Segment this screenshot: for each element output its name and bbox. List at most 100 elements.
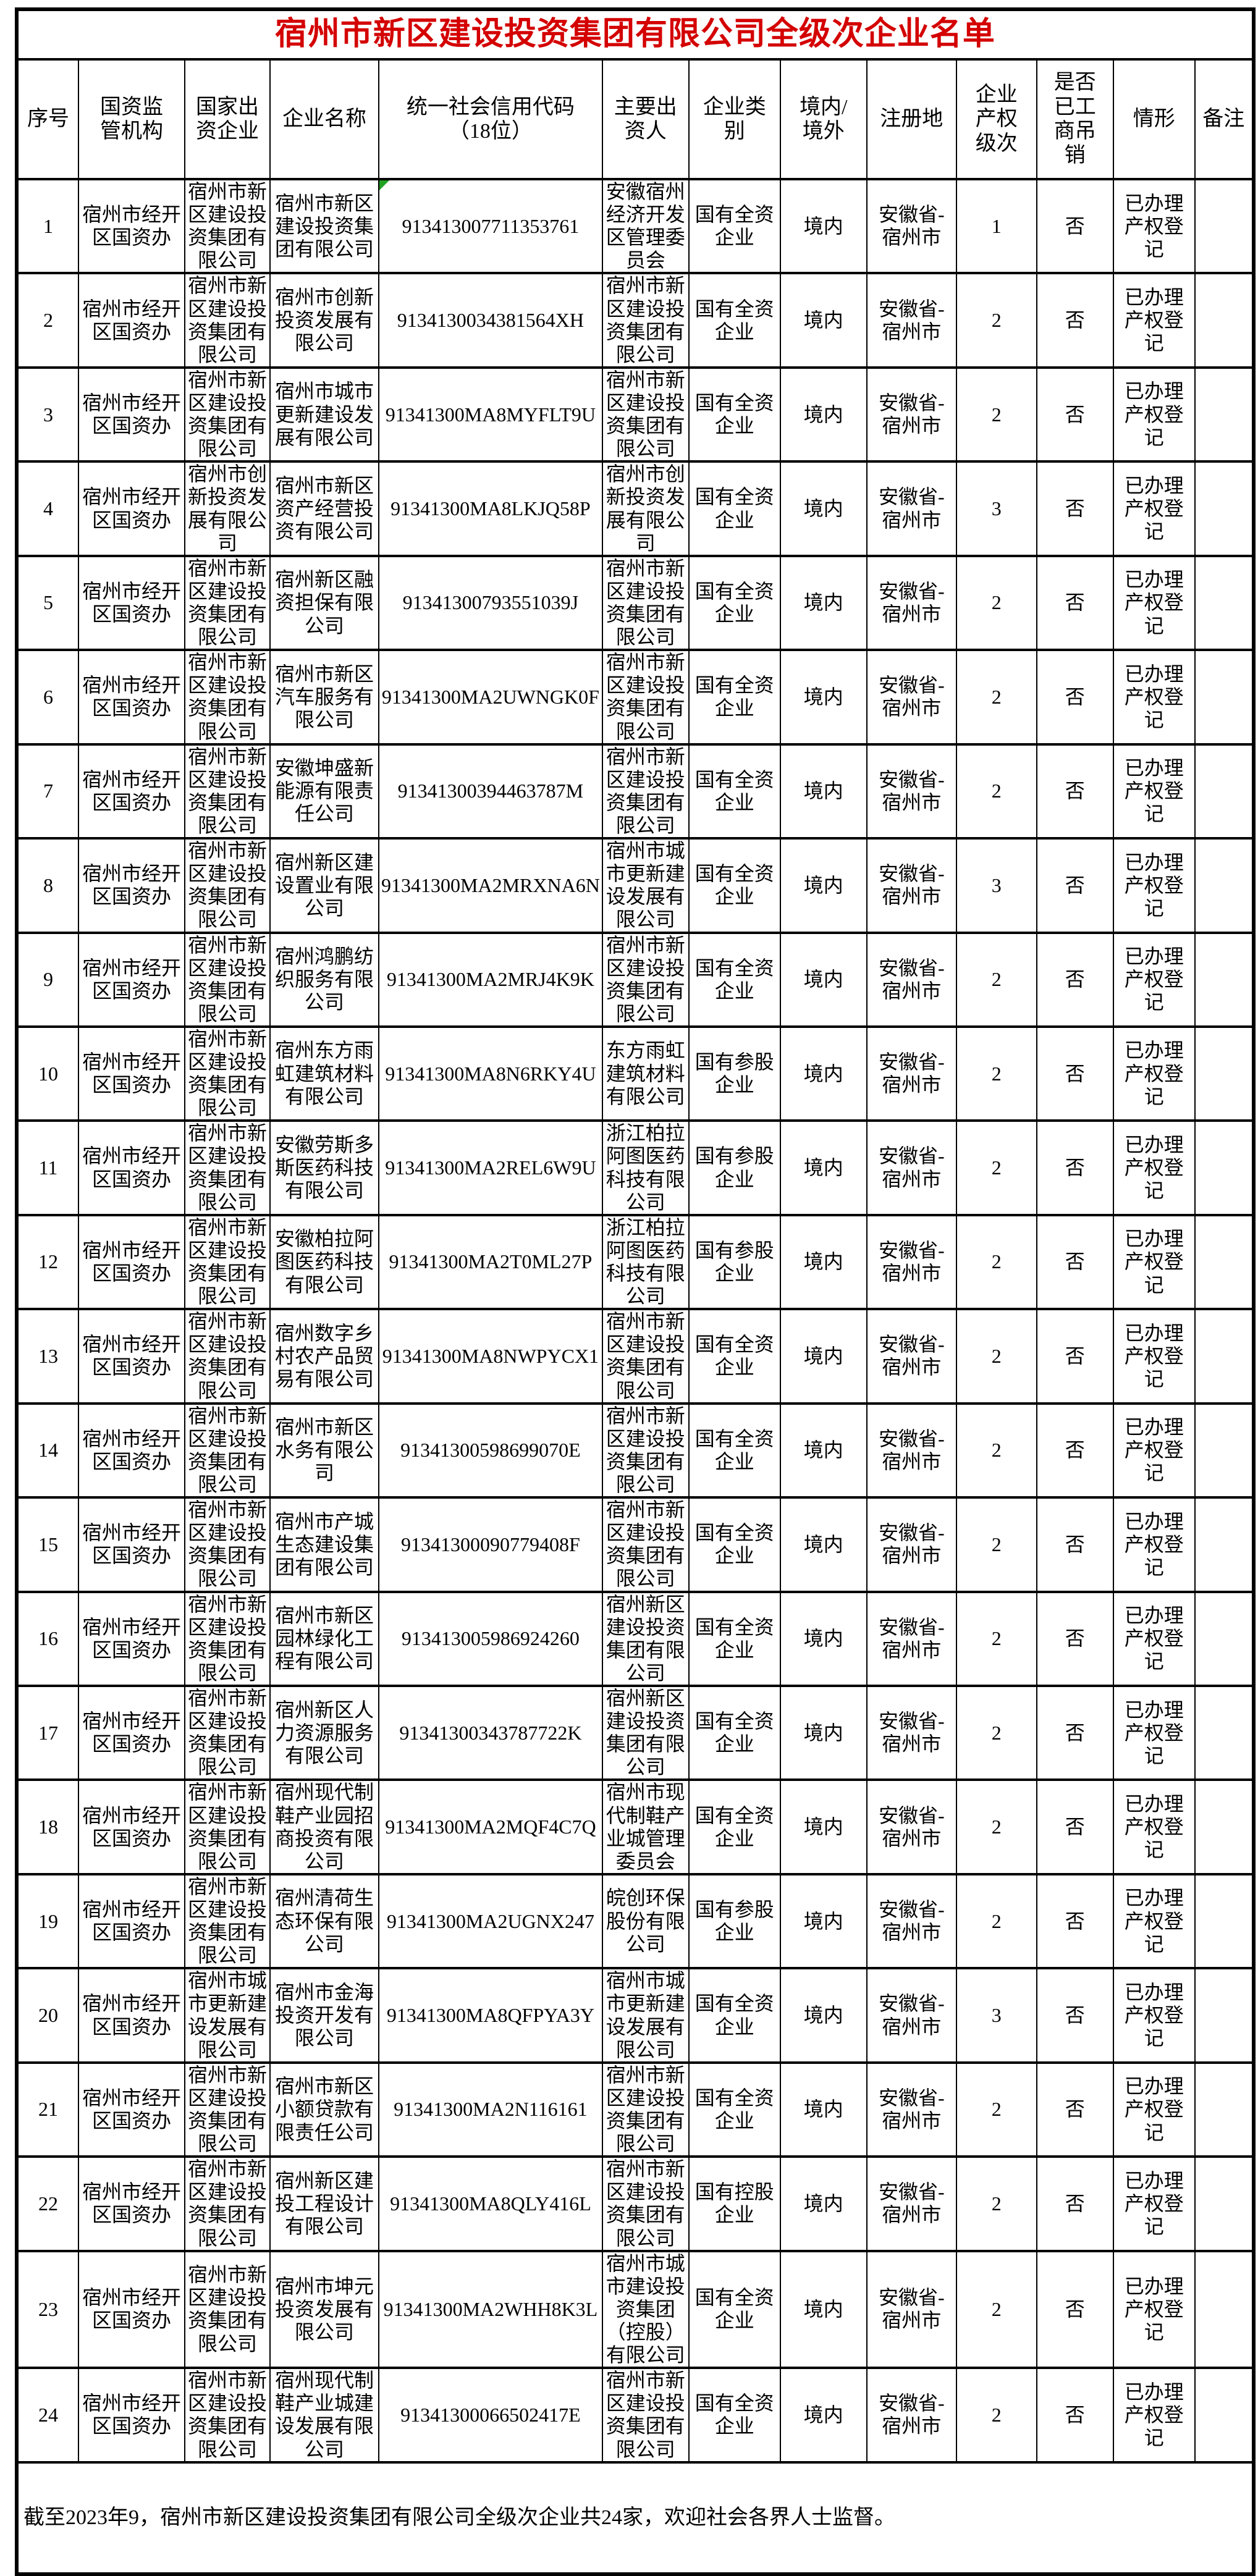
table-row: 16 宿州市经开区国资办 宿州市新区建设投资集团有限公司 宿州市新区园林绿化工程有限公… xyxy=(16,1590,1254,1688)
cell-territory: 境内 xyxy=(779,1967,868,2064)
cell-category: 国有全资企业 xyxy=(688,177,781,275)
cell-territory: 境内 xyxy=(779,272,868,369)
cell-credit_code: 91341300793551039J xyxy=(378,554,603,652)
column-header-category: 企业类 别 xyxy=(688,58,781,180)
cell-category: 国有参股企业 xyxy=(688,1025,781,1122)
cell-status: 已办理产权登记 xyxy=(1112,649,1196,746)
cell-state_funded_enterprise: 宿州市城市更新建设发展有限公司 xyxy=(184,1967,271,2064)
column-header-revoked: 是否 已工 商吊 销 xyxy=(1036,58,1114,180)
cell-main_investor: 宿州市新区建设投资集团有限公司 xyxy=(601,931,690,1028)
table-row: 3 宿州市经开区国资办 宿州市新区建设投资集团有限公司 宿州市城市更新建设发展有限公司… xyxy=(16,366,1254,463)
cell-territory: 境内 xyxy=(779,2155,868,2252)
cell-enterprise_name: 宿州市新区汽车服务有限公司 xyxy=(269,649,379,746)
cell-seq: 17 xyxy=(16,1684,79,1782)
cell-remarks xyxy=(1194,2155,1254,2252)
cell-equity_level: 2 xyxy=(955,743,1037,840)
column-header-registration_place: 注册地 xyxy=(866,58,957,180)
cell-credit_code: 91341300343787722K xyxy=(378,1684,603,1782)
cell-credit_code: 91341300394463787M xyxy=(378,743,603,840)
cell-main_investor: 宿州市新区建设投资集团有限公司 xyxy=(601,1308,690,1405)
column-header-status: 情形 xyxy=(1112,58,1196,180)
cell-equity_level: 2 xyxy=(955,931,1037,1028)
cell-remarks xyxy=(1194,2367,1254,2464)
table-row: 9 宿州市经开区国资办 宿州市新区建设投资集团有限公司 宿州鸿鹏纺织服务有限公司 913… xyxy=(16,931,1254,1028)
cell-regulator: 宿州市经开区国资办 xyxy=(78,1119,185,1216)
cell-seq: 16 xyxy=(16,1590,79,1688)
cell-main_investor: 东方雨虹建筑材料有限公司 xyxy=(601,1025,690,1122)
cell-main_investor: 宿州市城市建设投资集团（控股）有限公司 xyxy=(601,2249,690,2370)
cell-registration_place: 安徽省-宿州市 xyxy=(866,554,957,652)
table-row: 8 宿州市经开区国资办 宿州市新区建设投资集团有限公司 宿州新区建设置业有限公司 913… xyxy=(16,837,1254,934)
cell-status: 已办理产权登记 xyxy=(1112,1213,1196,1311)
cell-credit_code: 9134130034381564XH xyxy=(378,272,603,369)
cell-revoked: 否 xyxy=(1036,2155,1114,2252)
cell-territory: 境内 xyxy=(779,460,868,557)
cell-seq: 7 xyxy=(16,743,79,840)
cell-status: 已办理产权登记 xyxy=(1112,1684,1196,1782)
cell-revoked: 否 xyxy=(1036,2061,1114,2158)
cell-main_investor: 皖创环保股份有限公司 xyxy=(601,1872,690,1970)
cell-remarks xyxy=(1194,460,1254,557)
cell-remarks xyxy=(1194,1119,1254,1216)
cell-category: 国有控股企业 xyxy=(688,2155,781,2252)
cell-remarks xyxy=(1194,837,1254,934)
cell-seq: 5 xyxy=(16,554,79,652)
cell-category: 国有全资企业 xyxy=(688,554,781,652)
cell-revoked: 否 xyxy=(1036,1496,1114,1593)
cell-territory: 境内 xyxy=(779,743,868,840)
cell-enterprise_name: 宿州市坤元投资发展有限公司 xyxy=(269,2249,379,2370)
cell-main_investor: 安徽宿州经济开发区管理委员会 xyxy=(601,177,690,275)
cell-equity_level: 2 xyxy=(955,1402,1037,1499)
cell-regulator: 宿州市经开区国资办 xyxy=(78,1684,185,1782)
cell-registration_place: 安徽省-宿州市 xyxy=(866,743,957,840)
cell-status: 已办理产权登记 xyxy=(1112,1119,1196,1216)
cell-category: 国有参股企业 xyxy=(688,1213,781,1311)
cell-category: 国有全资企业 xyxy=(688,272,781,369)
table-row: 2 宿州市经开区国资办 宿州市新区建设投资集团有限公司 宿州市创新投资发展有限公司 91… xyxy=(16,272,1254,369)
cell-registration_place: 安徽省-宿州市 xyxy=(866,931,957,1028)
cell-state_funded_enterprise: 宿州市新区建设投资集团有限公司 xyxy=(184,2155,271,2252)
cell-enterprise_name: 宿州新区融资担保有限公司 xyxy=(269,554,379,652)
cell-equity_level: 3 xyxy=(955,1967,1037,2064)
cell-enterprise_name: 宿州现代制鞋产业城建设发展有限公司 xyxy=(269,2367,379,2464)
cell-seq: 24 xyxy=(16,2367,79,2464)
cell-credit_code: 91341300MA2UWNGK0F xyxy=(378,649,603,746)
cell-remarks xyxy=(1194,1402,1254,1499)
cell-regulator: 宿州市经开区国资办 xyxy=(78,743,185,840)
cell-category: 国有全资企业 xyxy=(688,2367,781,2464)
cell-state_funded_enterprise: 宿州市创新投资发展有限公司 xyxy=(184,460,271,557)
cell-main_investor: 浙江柏拉阿图医药科技有限公司 xyxy=(601,1213,690,1311)
table-row: 5 宿州市经开区国资办 宿州市新区建设投资集团有限公司 宿州新区融资担保有限公司 913… xyxy=(16,554,1254,652)
cell-territory: 境内 xyxy=(779,1119,868,1216)
table-row: 1 宿州市经开区国资办 宿州市新区建设投资集团有限公司 宿州市新区建设投资集团有限公司… xyxy=(16,177,1254,275)
table-row: 15 宿州市经开区国资办 宿州市新区建设投资集团有限公司 宿州市产城生态建设集团有限公… xyxy=(16,1496,1254,1593)
cell-registration_place: 安徽省-宿州市 xyxy=(866,1308,957,1405)
cell-equity_level: 2 xyxy=(955,1590,1037,1688)
cell-state_funded_enterprise: 宿州市新区建设投资集团有限公司 xyxy=(184,1778,271,1875)
cell-territory: 境内 xyxy=(779,837,868,934)
cell-equity_level: 2 xyxy=(955,1778,1037,1875)
cell-credit_code: 91341300MA2UGNX247 xyxy=(378,1872,603,1970)
cell-status: 已办理产权登记 xyxy=(1112,460,1196,557)
cell-equity_level: 2 xyxy=(955,272,1037,369)
cell-status: 已办理产权登记 xyxy=(1112,366,1196,463)
cell-remarks xyxy=(1194,366,1254,463)
cell-enterprise_name: 安徽柏拉阿图医药科技有限公司 xyxy=(269,1213,379,1311)
cell-credit_code: 91341300MA2T0ML27P xyxy=(378,1213,603,1311)
cell-credit_code: 91341300598699070E xyxy=(378,1402,603,1499)
cell-main_investor: 宿州市新区建设投资集团有限公司 xyxy=(601,2367,690,2464)
cell-equity_level: 1 xyxy=(955,177,1037,275)
cell-state_funded_enterprise: 宿州市新区建设投资集团有限公司 xyxy=(184,1213,271,1311)
cell-state_funded_enterprise: 宿州市新区建设投资集团有限公司 xyxy=(184,1025,271,1122)
cell-territory: 境内 xyxy=(779,931,868,1028)
table-row: 24 宿州市经开区国资办 宿州市新区建设投资集团有限公司 宿州现代制鞋产业城建设发展有… xyxy=(16,2367,1254,2464)
cell-seq: 4 xyxy=(16,460,79,557)
cell-territory: 境内 xyxy=(779,177,868,275)
cell-credit_code: 91341300MA2MRJ4K9K xyxy=(378,931,603,1028)
error-indicator-triangle-icon xyxy=(379,180,389,190)
cell-credit_code: 91341300066502417E xyxy=(378,2367,603,2464)
cell-enterprise_name: 宿州清荷生态环保有限公司 xyxy=(269,1872,379,1970)
enterprise-list-table: 宿州市新区建设投资集团有限公司全级次企业名单 序号 国资监 管机构 国家出 资企业企… xyxy=(15,7,1256,2576)
cell-credit_code: 91341300MA2MRXNA6N xyxy=(378,837,603,934)
